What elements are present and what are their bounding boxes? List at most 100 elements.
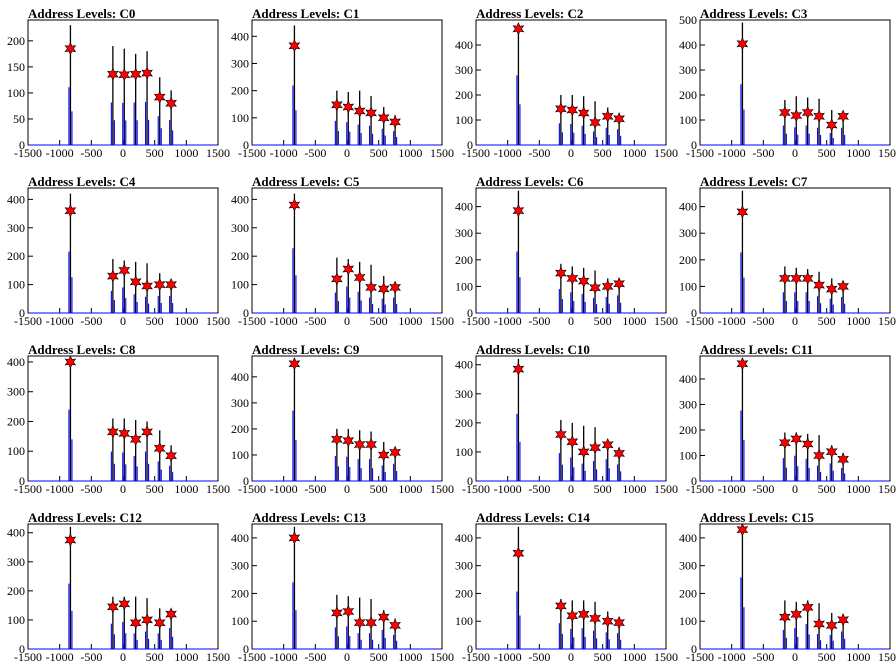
peak-marker xyxy=(512,362,525,376)
x-tick-label: -1000 xyxy=(270,314,298,328)
y-tick-label: 300 xyxy=(231,221,249,235)
peak-marker xyxy=(365,615,377,630)
y-tick-label: 150 xyxy=(7,60,25,74)
peak-marker xyxy=(389,115,401,129)
x-tick-label: 1000 xyxy=(622,482,646,496)
panel-title: Address Levels: C15 xyxy=(700,510,814,525)
x-tick-label: 1000 xyxy=(622,314,646,328)
peak-marker xyxy=(64,203,77,218)
y-tick-label: 0 xyxy=(691,306,697,320)
peak-marker xyxy=(342,100,355,114)
peak-marker xyxy=(153,441,166,456)
peak-marker xyxy=(141,613,153,627)
panel-title: Address Levels: C0 xyxy=(28,6,136,21)
y-tick-label: 200 xyxy=(679,88,697,102)
peak-marker xyxy=(555,427,567,442)
peak-marker xyxy=(601,437,614,452)
peak-marker xyxy=(613,446,625,461)
y-tick-label: 400 xyxy=(455,200,473,214)
panel-title: Address Levels: C13 xyxy=(252,510,366,525)
y-tick-label: 0 xyxy=(691,642,697,656)
peak-marker xyxy=(589,611,601,626)
panel-title: Address Levels: C4 xyxy=(28,174,136,189)
peak-marker xyxy=(141,66,153,80)
histogram-plot: 0 100 200 300 400 -1500 -1000 -500 0 500 1000 1500 xyxy=(7,187,230,328)
y-tick-label: 200 xyxy=(7,34,25,48)
x-tick-label: -1000 xyxy=(718,482,746,496)
peak-marker xyxy=(566,271,579,286)
x-tick-label: 1500 xyxy=(430,482,454,496)
y-tick-label: 100 xyxy=(7,86,25,100)
y-tick-label: 100 xyxy=(7,613,25,627)
peak-marker xyxy=(165,96,177,111)
peak-marker xyxy=(790,108,803,123)
peak-marker xyxy=(389,280,401,295)
panel-title: Address Levels: C3 xyxy=(700,6,808,21)
histogram-plot: 0 50 100 150 200 -1500 -1000 -500 0 500 1000 1500 xyxy=(7,19,230,160)
peak-marker xyxy=(118,263,131,278)
y-tick-label: 0 xyxy=(467,138,473,152)
peak-marker xyxy=(353,615,366,630)
peak-marker xyxy=(64,533,77,547)
histogram-plot: 0 100 200 300 400 -1500 -1000 -500 0 500 1000 1500 xyxy=(7,355,230,496)
peak-marker xyxy=(512,22,525,36)
y-tick-label: 300 xyxy=(231,559,249,573)
x-tick-label: 1500 xyxy=(654,146,678,160)
y-tick-label: 200 xyxy=(7,249,25,263)
peak-marker xyxy=(129,67,142,81)
x-tick-label: -500 xyxy=(80,314,102,328)
peak-marker xyxy=(288,39,301,53)
y-tick-label: 400 xyxy=(455,38,473,52)
x-tick-label: 0 xyxy=(120,482,126,496)
y-tick-label: 200 xyxy=(231,84,249,98)
y-tick-label: 0 xyxy=(19,306,25,320)
peak-marker xyxy=(389,618,401,633)
y-tick-label: 100 xyxy=(231,448,249,462)
histogram-plot: 0 100 200 300 400 -1500 -1000 -500 0 500 1000 1500 xyxy=(231,19,454,160)
x-tick-label: 1500 xyxy=(878,314,896,328)
x-tick-label: -1000 xyxy=(46,482,74,496)
peak-marker xyxy=(779,435,791,450)
x-tick-label: -1500 xyxy=(238,482,266,496)
peak-marker xyxy=(153,616,166,630)
histogram-panel: Address Levels: C3 0 100 200 300 400 500 -1500-… xyxy=(672,0,896,168)
x-tick-label: -1000 xyxy=(718,650,746,664)
y-tick-label: 300 xyxy=(679,63,697,77)
histogram-panel: Address Levels: C12 0 100 200 300 400 -1500 -10… xyxy=(0,504,230,672)
y-tick-label: 500 xyxy=(679,13,697,27)
y-tick-label: 200 xyxy=(7,584,25,598)
y-tick-label: 100 xyxy=(679,448,697,462)
peak-marker xyxy=(107,269,119,283)
x-tick-label: -500 xyxy=(304,650,326,664)
y-tick-label: 400 xyxy=(7,526,25,540)
y-tick-label: 300 xyxy=(231,396,249,410)
y-tick-label: 0 xyxy=(19,642,25,656)
x-tick-label: -1000 xyxy=(718,314,746,328)
peak-marker xyxy=(566,103,579,117)
x-tick-label: 0 xyxy=(120,314,126,328)
peak-marker xyxy=(353,104,366,118)
peak-marker xyxy=(825,118,838,132)
x-tick-label: -1000 xyxy=(494,482,522,496)
y-tick-label: 100 xyxy=(231,111,249,125)
x-tick-label: 1000 xyxy=(846,482,870,496)
peak-marker xyxy=(813,109,825,124)
x-tick-label: 1000 xyxy=(398,650,422,664)
peak-marker xyxy=(377,610,390,624)
x-tick-label: 1500 xyxy=(654,482,678,496)
x-tick-label: -1500 xyxy=(462,146,490,160)
plot-frame xyxy=(699,19,891,146)
peak-marker xyxy=(342,604,355,619)
peak-marker xyxy=(837,109,849,124)
y-tick-label: 200 xyxy=(231,249,249,263)
peak-marker xyxy=(589,115,601,130)
x-tick-label: 500 xyxy=(818,482,836,496)
histogram-plot: 0 100 200 300 400 -1500 -1000 -500 0 500 1000 1500 xyxy=(7,523,230,664)
histogram-plot: 0 100 200 300 400 -1500 -1000 -500 0 500 1000 1500 xyxy=(455,19,678,160)
peak-marker xyxy=(813,278,825,292)
y-tick-label: 200 xyxy=(455,88,473,102)
x-tick-label: 1000 xyxy=(174,314,198,328)
x-tick-label: 0 xyxy=(792,314,798,328)
peak-marker xyxy=(577,106,590,120)
